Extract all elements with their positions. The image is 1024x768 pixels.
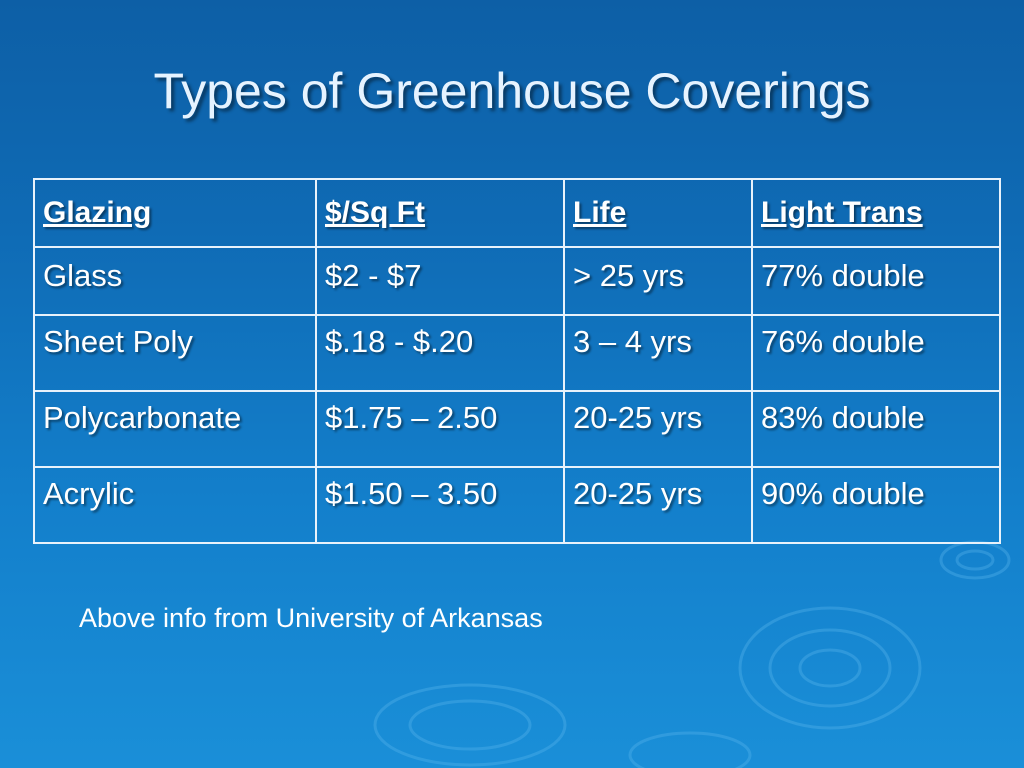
cell-light-trans: 76% double [751,314,1001,392]
cell-cost: $1.50 – 3.50 [315,466,565,544]
header-life: Life [563,178,753,248]
cell-cost: $.18 - $.20 [315,314,565,392]
greenhouse-coverings-table: Glazing $/Sq Ft Life Light Trans Glass $… [33,178,1001,544]
slide-title: Types of Greenhouse Coverings [153,63,871,119]
table-row: Glass $2 - $7 > 25 yrs 77% double [33,246,1001,316]
cell-glazing: Polycarbonate [33,390,317,468]
table-row: Sheet Poly $.18 - $.20 3 – 4 yrs 76% dou… [33,314,1001,392]
source-note: Above info from University of Arkansas [79,603,543,633]
header-light-trans: Light Trans [751,178,1001,248]
cell-glazing: Acrylic [33,466,317,544]
header-glazing: Glazing [33,178,317,248]
cell-light-trans: 77% double [751,246,1001,316]
cell-life: > 25 yrs [563,246,753,316]
cell-cost: $1.75 – 2.50 [315,390,565,468]
cell-life: 3 – 4 yrs [563,314,753,392]
cell-life: 20-25 yrs [563,466,753,544]
cell-light-trans: 90% double [751,466,1001,544]
table-row: Polycarbonate $1.75 – 2.50 20-25 yrs 83%… [33,390,1001,468]
cell-life: 20-25 yrs [563,390,753,468]
header-cost-per-sqft: $/Sq Ft [315,178,565,248]
cell-glazing: Glass [33,246,317,316]
cell-glazing: Sheet Poly [33,314,317,392]
table-row: Acrylic $1.50 – 3.50 20-25 yrs 90% doubl… [33,466,1001,544]
cell-cost: $2 - $7 [315,246,565,316]
cell-light-trans: 83% double [751,390,1001,468]
table-header-row: Glazing $/Sq Ft Life Light Trans [33,178,1001,248]
